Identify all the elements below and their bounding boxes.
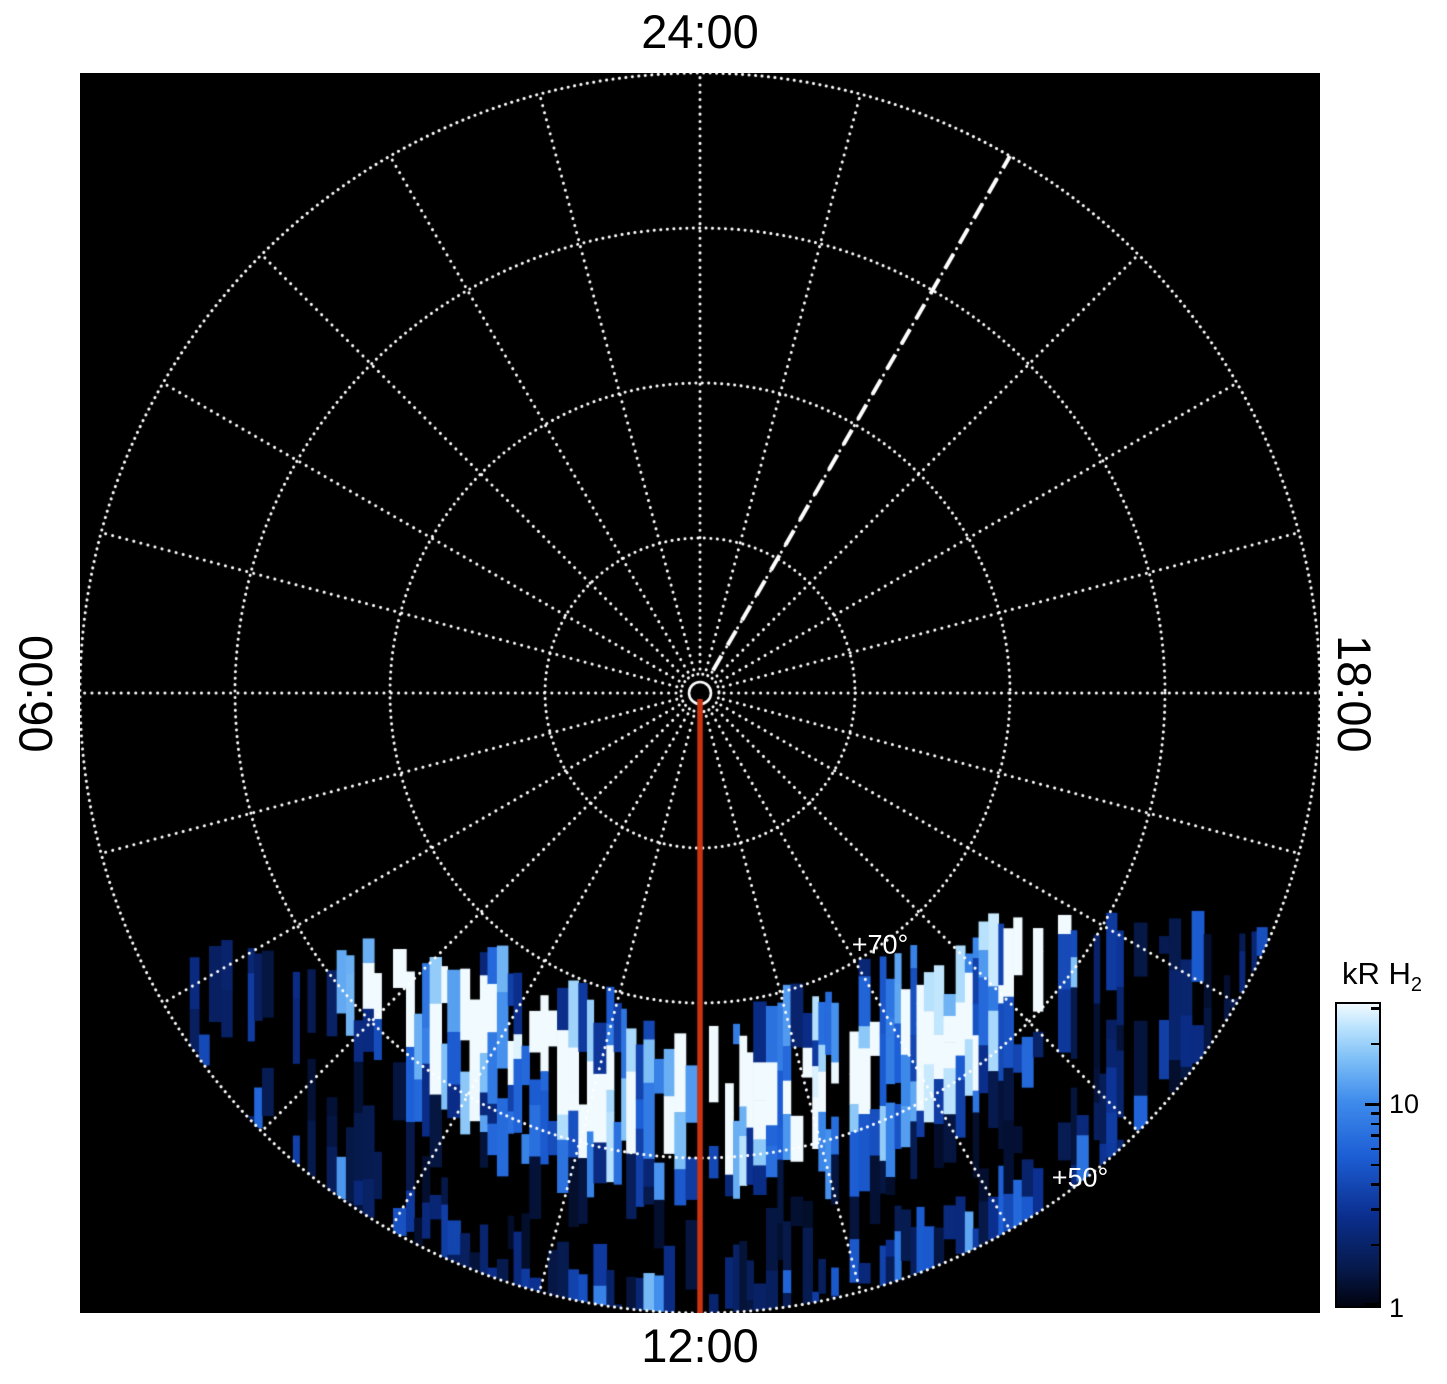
colorbar-minor-tick [1371, 1163, 1379, 1167]
colorbar: kR H2 10 1 [1322, 952, 1446, 1382]
colorbar-minor-tick [1371, 1007, 1379, 1010]
polar-plot-area: +70° +50° [80, 73, 1320, 1313]
colorbar-title: kR H2 [1314, 956, 1447, 997]
colorbar-minor-tick [1371, 1042, 1379, 1046]
latitude-label-50: +50° [1051, 1162, 1109, 1193]
colorbar-minor-tick [1371, 1112, 1379, 1115]
colorbar-minor-tick [1371, 1243, 1379, 1247]
polar-emission-map-canvas [80, 73, 1320, 1313]
colorbar-tick-label-10: 10 [1389, 1089, 1420, 1119]
latitude-label-70: +70° [851, 929, 909, 960]
colorbar-major-tick [1365, 1303, 1379, 1306]
colorbar-minor-tick [1371, 1122, 1379, 1126]
hour-label-2400: 24:00 [641, 5, 759, 58]
hour-label-1200: 12:00 [641, 1319, 759, 1372]
colorbar-minor-tick [1371, 1183, 1379, 1186]
hour-label-0600: 06:00 [9, 635, 63, 753]
hour-label-1800: 18:00 [1327, 635, 1381, 753]
colorbar-minor-tick [1371, 1208, 1379, 1211]
colorbar-major-tick [1365, 1103, 1379, 1107]
colorbar-gradient [1335, 1002, 1381, 1308]
colorbar-minor-tick [1371, 1147, 1379, 1151]
colorbar-minor-tick [1371, 1134, 1379, 1137]
colorbar-title-text: kR H [1341, 956, 1411, 991]
colorbar-title-subscript: 2 [1410, 974, 1422, 997]
colorbar-tick-label-1: 1 [1389, 1293, 1405, 1323]
